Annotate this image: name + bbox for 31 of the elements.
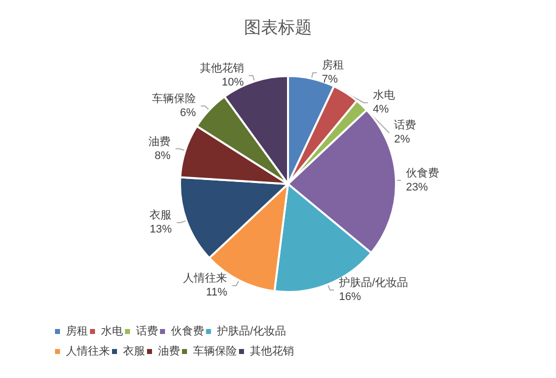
data-label: 16%: [338, 290, 362, 303]
slice-label: 话费: [394, 118, 416, 132]
legend-label: 衣服: [123, 344, 145, 358]
chart-title: 图表标题: [244, 18, 312, 37]
data-label: 10%: [222, 76, 244, 89]
legend-label: 护肤品/化妆品: [216, 324, 286, 338]
data-label: 13%: [150, 224, 172, 236]
slice-label: 衣服: [150, 208, 172, 222]
data-label: 23%: [406, 181, 428, 194]
slice-label: 水电: [372, 88, 395, 102]
legend-label: 其他花销: [250, 344, 294, 358]
legend-label: 伙食费: [171, 324, 204, 338]
slice-label: 人情往来: [183, 272, 228, 285]
legend-label: 水电: [101, 324, 123, 338]
slice-label: 护肤品/化妆品: [338, 276, 408, 289]
slice-label: 其他花销: [200, 62, 244, 75]
data-label: 7%: [322, 74, 338, 86]
slice-label: 车辆保险: [152, 92, 196, 105]
slice-label: 伙食费: [406, 166, 439, 180]
slice-label: 油费: [148, 134, 171, 148]
data-label: 6%: [180, 106, 196, 119]
data-label: 4%: [372, 104, 389, 116]
legend-label: 车辆保险: [193, 344, 237, 358]
slice-label: 房租: [322, 58, 344, 72]
data-label: 2%: [394, 134, 410, 146]
data-label: 11%: [206, 286, 228, 299]
data-label: 8%: [154, 150, 171, 162]
legend-label: 房租: [66, 324, 88, 338]
legend-label: 人情往来: [66, 344, 110, 358]
legend-label: 话费: [136, 324, 158, 338]
legend-label: 油费: [158, 344, 180, 358]
